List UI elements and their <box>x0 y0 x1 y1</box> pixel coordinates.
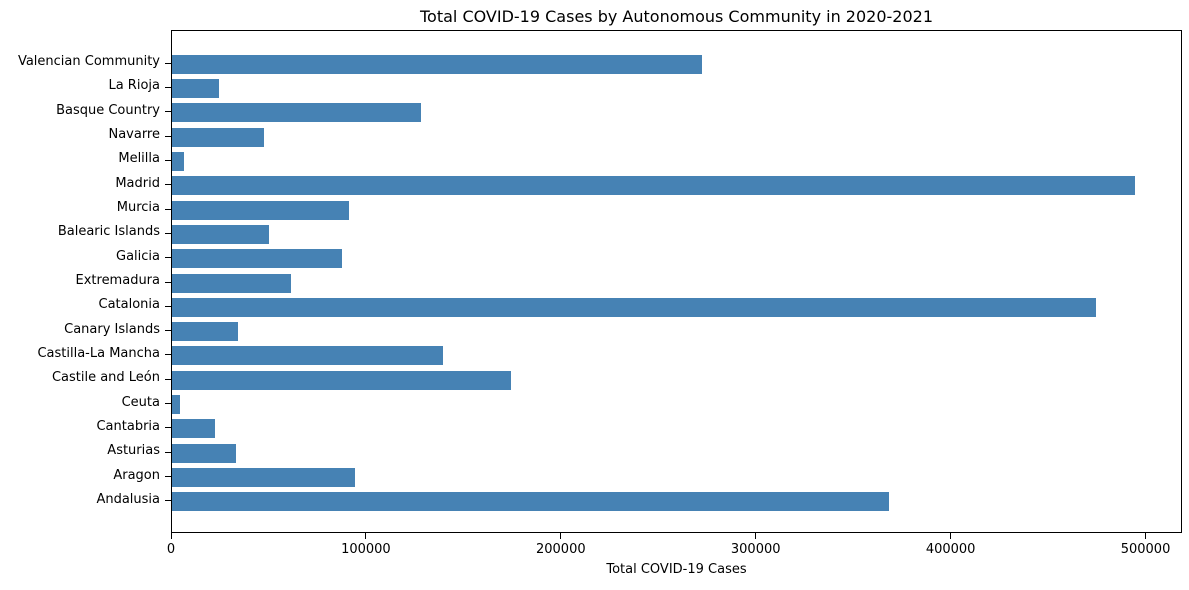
bar <box>172 151 184 171</box>
y-tick-label: Catalonia <box>98 297 161 313</box>
x-axis-ticks: 0 100000 200000 300000 400000 500000 <box>167 533 1182 573</box>
y-tick-mark <box>165 500 171 502</box>
y-tick-mark <box>165 135 171 137</box>
y-tick-mark <box>165 232 171 234</box>
x-tick-label: 500000 <box>1120 542 1171 557</box>
y-tick-label: Castilla-La Mancha <box>37 345 160 361</box>
bar <box>172 249 342 269</box>
y-tick-label: Aragon <box>113 467 160 483</box>
bar <box>172 127 264 147</box>
bar <box>172 346 443 366</box>
bar <box>172 54 703 74</box>
y-tick-mark <box>165 159 171 161</box>
x-tick-mark <box>950 533 952 539</box>
y-tick-label: La Rioja <box>108 78 160 94</box>
bar <box>172 273 291 293</box>
x-tick-label: 0 <box>166 542 176 557</box>
x-tick-mark <box>755 533 757 539</box>
y-tick-mark <box>165 427 171 429</box>
y-tick-mark <box>165 451 171 453</box>
bar <box>172 103 422 123</box>
bar <box>172 395 180 415</box>
y-tick-label: Castile and León <box>51 370 160 386</box>
bar <box>172 224 270 244</box>
x-tick-mark <box>1145 533 1147 539</box>
x-tick-mark <box>560 533 562 539</box>
bar <box>172 443 237 463</box>
y-tick-label: Balearic Islands <box>57 224 160 240</box>
y-tick-label: Canary Islands <box>64 321 160 337</box>
y-tick-label: Basque Country <box>56 102 160 118</box>
chart-title: Total COVID-19 Cases by Autonomous Commu… <box>419 7 933 26</box>
x-tick-mark <box>170 533 172 539</box>
y-tick-mark <box>165 111 171 113</box>
x-tick-label: 400000 <box>925 542 976 557</box>
y-tick-mark <box>165 354 171 356</box>
y-tick-mark <box>165 281 171 283</box>
y-tick-mark <box>165 62 171 64</box>
bar <box>172 468 356 488</box>
y-tick-label: Madrid <box>115 175 160 191</box>
y-tick-mark <box>165 184 171 186</box>
bar <box>172 176 1135 196</box>
x-tick-label: 100000 <box>341 542 391 557</box>
y-tick-label: Melilla <box>118 151 160 167</box>
y-tick-label: Valencian Community <box>17 54 160 70</box>
y-tick-label: Navarre <box>108 127 160 143</box>
y-tick-mark <box>165 378 171 380</box>
bar <box>172 419 215 439</box>
bar <box>172 492 890 512</box>
y-tick-label: Andalusia <box>96 491 160 507</box>
y-tick-label: Extremadura <box>75 273 161 288</box>
y-tick-mark <box>165 305 171 307</box>
y-tick-mark <box>165 208 171 210</box>
y-tick-label: Cantabria <box>96 418 160 434</box>
bar <box>172 370 512 390</box>
y-tick-label: Ceuta <box>121 394 160 410</box>
bar <box>172 322 239 342</box>
y-tick-mark <box>165 257 171 259</box>
x-axis-label: Total COVID-19 Cases <box>606 562 747 577</box>
bar <box>172 200 350 220</box>
bar <box>172 297 1096 317</box>
y-tick-mark <box>165 476 171 478</box>
y-tick-mark <box>165 403 171 405</box>
x-tick-mark <box>365 533 367 539</box>
y-tick-label: Asturias <box>107 443 160 459</box>
x-tick-label: 200000 <box>535 542 586 557</box>
bars-region <box>172 52 1181 514</box>
y-tick-mark <box>165 86 171 88</box>
y-tick-label: Galicia <box>116 248 160 264</box>
plot-area <box>171 30 1182 533</box>
y-tick-label: Murcia <box>116 200 160 216</box>
y-axis-ticks <box>165 51 171 513</box>
x-tick-label: 300000 <box>730 542 781 557</box>
bar <box>172 78 219 98</box>
y-axis-labels: Valencian Community La Rioja Basque Countr… <box>0 51 160 513</box>
y-tick-mark <box>165 330 171 332</box>
